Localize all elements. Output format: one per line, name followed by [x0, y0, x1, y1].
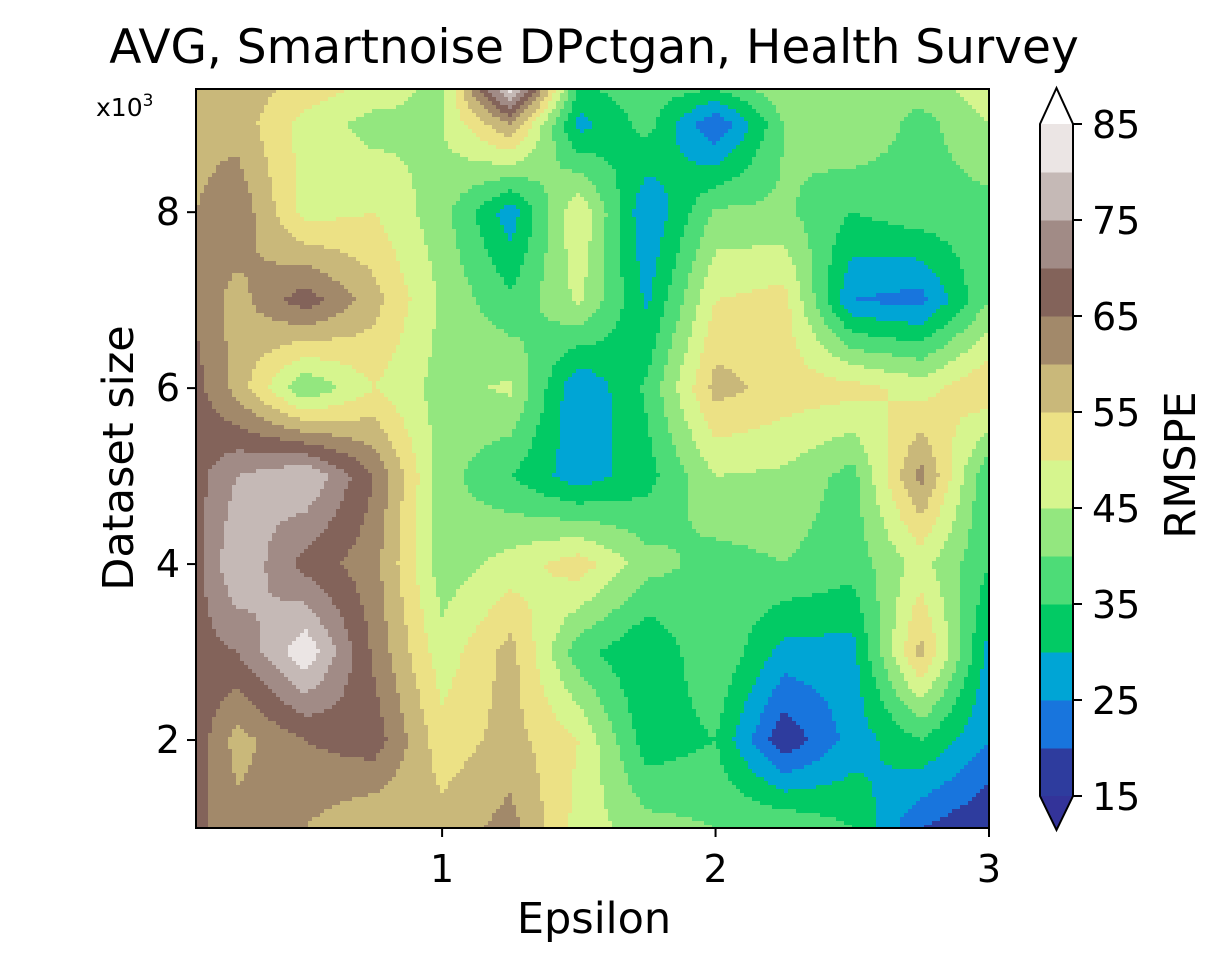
y-axis: 2 4 6 8 — [156, 190, 196, 762]
x-axis: 1 2 3 — [430, 828, 1001, 891]
colorbar-band — [1040, 220, 1073, 269]
colorbar-band — [1040, 460, 1073, 509]
x-tick-label: 3 — [977, 847, 1001, 891]
colorbar-band — [1040, 604, 1073, 653]
x-tick-label: 2 — [703, 847, 727, 891]
y-tick-label: 8 — [156, 190, 180, 234]
x-axis-label: Epsilon — [517, 894, 671, 944]
colorbar-tick-label: 25 — [1092, 679, 1140, 723]
colorbar-tick-label: 45 — [1092, 487, 1140, 531]
colorbar-band — [1040, 364, 1073, 413]
colorbar: 15 25 35 45 55 65 75 85 — [1039, 85, 1140, 833]
colorbar-tick-label: 55 — [1092, 391, 1140, 435]
colorbar-tick-label: 35 — [1092, 583, 1140, 627]
y-axis-multiplier: x103 — [96, 91, 153, 122]
colorbar-band — [1040, 652, 1073, 701]
y-tick-label: 2 — [156, 718, 180, 762]
colorbar-band — [1040, 316, 1073, 365]
y-tick-label: 4 — [156, 542, 180, 586]
colorbar-band — [1040, 124, 1073, 173]
colorbar-tick-label: 65 — [1092, 295, 1140, 339]
colorbar-band — [1040, 508, 1073, 557]
colorbar-band — [1040, 748, 1073, 797]
x-tick-label: 1 — [430, 847, 454, 891]
plot-frame — [195, 88, 990, 829]
colorbar-band — [1040, 268, 1073, 317]
colorbar-tick-label: 15 — [1092, 775, 1140, 819]
colorbar-under-arrow — [1040, 796, 1073, 830]
colorbar-band — [1040, 700, 1073, 749]
contour-fill — [196, 89, 989, 828]
colorbar-band — [1040, 172, 1073, 221]
y-axis-label: Dataset size — [94, 325, 144, 590]
y-tick-label: 6 — [156, 366, 180, 410]
colorbar-tick-label: 85 — [1092, 103, 1140, 147]
colorbar-tick-label: 75 — [1092, 199, 1140, 243]
colorbar-band — [1040, 556, 1073, 605]
colorbar-band — [1040, 412, 1073, 461]
chart-title: AVG, Smartnoise DPctgan, Health Survey — [109, 20, 1079, 75]
colorbar-label: RMSPE — [1156, 391, 1206, 538]
colorbar-over-arrow — [1040, 88, 1073, 124]
